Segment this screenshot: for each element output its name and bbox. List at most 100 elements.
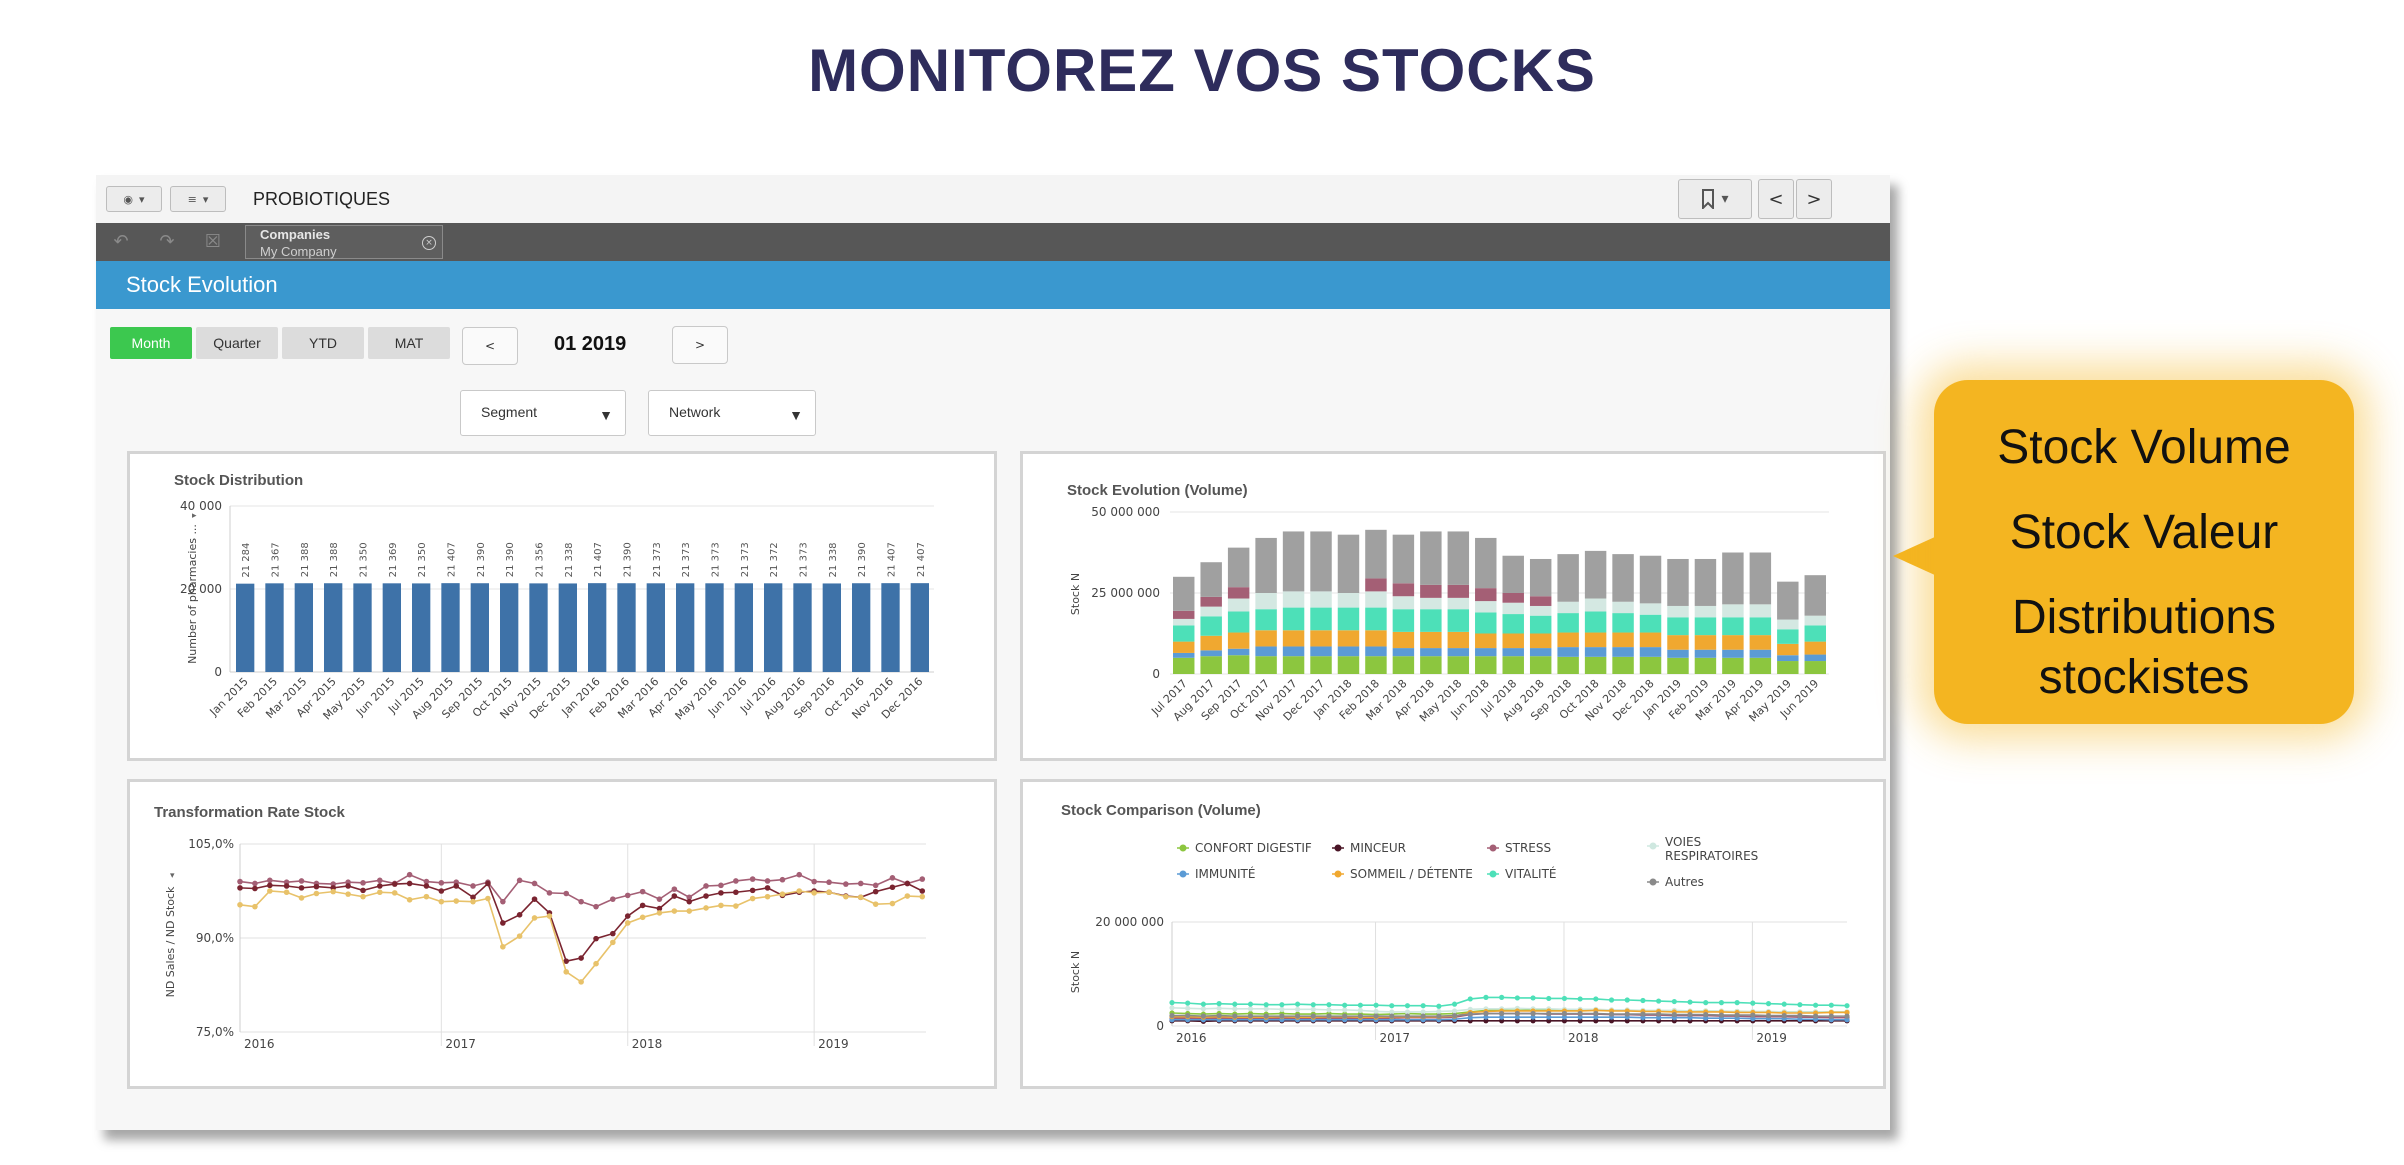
data-point bbox=[531, 896, 538, 902]
previous-period-button[interactable]: < bbox=[462, 327, 518, 365]
step-forward-icon[interactable]: ↷ bbox=[159, 231, 175, 252]
compass-icon: ◉ bbox=[123, 192, 134, 206]
data-point bbox=[1656, 1011, 1662, 1017]
clear-selections-icon[interactable]: ☒ bbox=[204, 231, 222, 252]
data-point bbox=[1169, 1000, 1175, 1006]
callout-pointer bbox=[1893, 536, 1937, 576]
previous-sheet-button[interactable]: < bbox=[1758, 179, 1794, 219]
legend-label: SOMMEIL / DÉTENTE bbox=[1350, 866, 1473, 881]
data-point bbox=[811, 890, 817, 896]
bar-segment bbox=[1667, 605, 1689, 618]
segment-dropdown[interactable]: Segment ▼ bbox=[460, 390, 626, 436]
data-point bbox=[1310, 1006, 1316, 1012]
bar-data-label: 21 284 bbox=[241, 543, 252, 578]
bar-segment bbox=[1392, 656, 1415, 674]
bar-segment bbox=[1475, 648, 1497, 657]
data-point bbox=[733, 903, 739, 909]
bar-segment bbox=[1310, 630, 1332, 647]
bar-segment bbox=[1557, 613, 1579, 633]
legend-swatch bbox=[1334, 870, 1342, 878]
data-point bbox=[1169, 1013, 1175, 1019]
bar-segment bbox=[1557, 647, 1579, 657]
bar-segment bbox=[1777, 655, 1799, 662]
bar bbox=[500, 583, 519, 672]
data-point bbox=[919, 876, 926, 882]
data-point bbox=[872, 882, 879, 889]
period-mat-button[interactable]: MAT bbox=[368, 327, 450, 359]
callout-line-stock-valeur: Stock Valeur bbox=[2009, 506, 2279, 559]
data-point bbox=[1483, 994, 1489, 1000]
bar-segment bbox=[1667, 558, 1689, 606]
data-point bbox=[1734, 1012, 1740, 1018]
period-ytd-button[interactable]: YTD bbox=[282, 327, 364, 359]
data-point bbox=[1279, 1013, 1285, 1019]
stock-evolution-panel[interactable]: Stock Evolution (Volume) 0 25 000 000 50 0… bbox=[1020, 451, 1886, 761]
bar-segment bbox=[1227, 632, 1250, 649]
toolbar: ◉ ▾ ≡ ▾ PROBIOTIQUES ▾ < > bbox=[96, 175, 1890, 223]
bar-segment bbox=[1639, 555, 1662, 604]
data-point bbox=[671, 886, 678, 892]
data-point bbox=[1436, 1008, 1442, 1015]
data-point bbox=[826, 889, 832, 896]
data-point bbox=[1436, 1013, 1442, 1019]
data-point bbox=[406, 871, 413, 878]
data-point bbox=[1514, 1010, 1520, 1017]
data-point bbox=[1279, 1006, 1285, 1012]
bar-segment bbox=[1777, 619, 1799, 630]
data-point bbox=[423, 883, 430, 889]
bar-data-label: 21 373 bbox=[652, 542, 663, 577]
bar-segment bbox=[1173, 618, 1195, 626]
data-point bbox=[345, 891, 351, 897]
data-point bbox=[1467, 1015, 1473, 1021]
data-point bbox=[796, 888, 803, 894]
network-dropdown[interactable]: Network ▼ bbox=[648, 390, 816, 436]
data-point bbox=[624, 920, 631, 926]
data-point bbox=[438, 880, 445, 886]
bar-segment bbox=[1667, 657, 1689, 674]
step-back-icon[interactable]: ↶ bbox=[113, 231, 129, 252]
bar-segment bbox=[1804, 661, 1826, 674]
stock-distribution-panel[interactable]: Stock Distribution 0 20 000 40 000 Number o… bbox=[127, 451, 997, 761]
bar-segment bbox=[1420, 597, 1442, 610]
bar bbox=[529, 583, 548, 672]
bar-segment bbox=[1173, 641, 1195, 653]
data-point bbox=[656, 905, 663, 912]
bookmark-button[interactable]: ▾ bbox=[1678, 179, 1752, 219]
bar-segment bbox=[1502, 602, 1524, 615]
legend-label: STRESS bbox=[1505, 841, 1551, 855]
bar-segment bbox=[1502, 555, 1524, 593]
bar-segment bbox=[1584, 656, 1607, 674]
data-point bbox=[1687, 1011, 1693, 1018]
data-point bbox=[438, 888, 445, 894]
data-point bbox=[1844, 1013, 1850, 1019]
data-point bbox=[1373, 1013, 1379, 1019]
data-point bbox=[1200, 1001, 1206, 1007]
bar-segment bbox=[1255, 646, 1277, 657]
selection-chip[interactable]: Companies My Company × bbox=[245, 225, 443, 259]
global-menu-button[interactable]: ◉ ▾ bbox=[106, 186, 162, 212]
data-point bbox=[1404, 1013, 1411, 1019]
bar-data-label: 21 373 bbox=[711, 542, 722, 577]
data-point bbox=[283, 883, 290, 889]
sheet-menu-button[interactable]: ≡ ▾ bbox=[170, 186, 226, 212]
data-point bbox=[298, 895, 305, 901]
transformation-rate-panel[interactable]: Transformation Rate Stock 75,0% 90,0% 105,… bbox=[127, 779, 997, 1089]
period-month-button[interactable]: Month bbox=[110, 327, 192, 359]
bar bbox=[734, 583, 753, 672]
bar-data-label: 21 407 bbox=[447, 542, 458, 577]
y-tick-label: 20 000 bbox=[180, 582, 222, 596]
data-point bbox=[578, 898, 584, 905]
bookmark-icon bbox=[1702, 189, 1715, 209]
stock-comparison-panel[interactable]: Stock Comparison (Volume) 0 20 000 000 201… bbox=[1020, 779, 1886, 1089]
next-sheet-button[interactable]: > bbox=[1796, 179, 1832, 219]
bar-segment bbox=[1337, 607, 1360, 631]
legend-swatch bbox=[1649, 878, 1657, 886]
data-point bbox=[1530, 1014, 1536, 1020]
data-point bbox=[1781, 1001, 1787, 1007]
data-point bbox=[1844, 1009, 1850, 1016]
next-period-button[interactable]: > bbox=[672, 326, 728, 364]
period-quarter-button[interactable]: Quarter bbox=[196, 327, 278, 359]
close-icon[interactable]: × bbox=[422, 236, 436, 250]
y-tick-label: 75,0% bbox=[196, 1025, 234, 1039]
data-point bbox=[345, 883, 351, 889]
